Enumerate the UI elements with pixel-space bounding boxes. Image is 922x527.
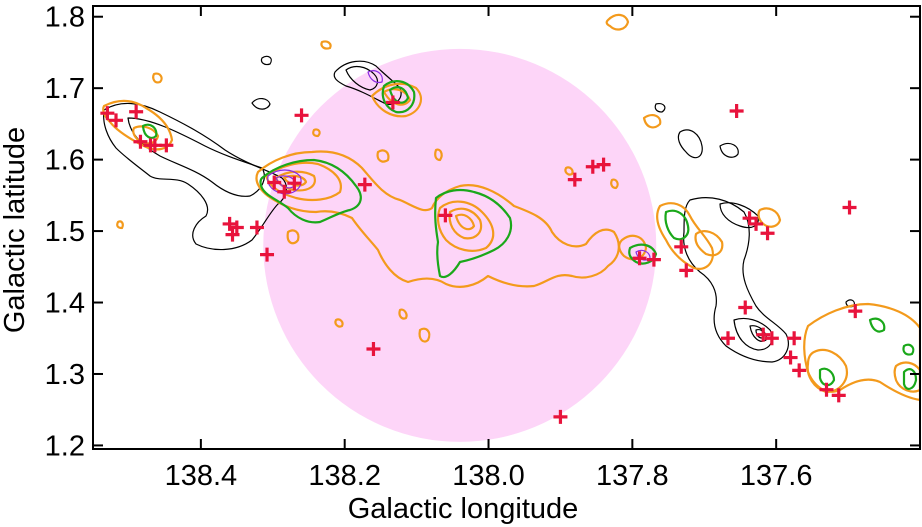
x-tick-label: 138.0 xyxy=(452,460,525,492)
plus-marker xyxy=(225,227,240,242)
y-tick-label: 1.7 xyxy=(45,73,85,105)
y-tick-label: 1.4 xyxy=(45,288,85,320)
plus-marker xyxy=(831,388,846,403)
plus-marker xyxy=(596,157,611,172)
x-tick-label: 137.8 xyxy=(596,460,669,492)
plus-marker xyxy=(222,216,237,231)
plus-marker xyxy=(674,239,689,254)
x-tick-label: 138.4 xyxy=(165,460,238,492)
marker-layer xyxy=(100,95,863,424)
y-tick-label: 1.2 xyxy=(45,430,85,462)
plus-marker xyxy=(294,108,309,123)
plus-marker xyxy=(249,220,264,235)
plus-marker xyxy=(553,409,568,424)
tick-layer: 138.4 138.2 138.0 137.8 137.6 1.2 1.3 1.4 1.5 1.6… xyxy=(45,2,920,492)
plus-marker xyxy=(679,263,694,278)
plus-marker xyxy=(260,247,275,262)
plus-marker xyxy=(756,327,771,342)
y-tick-label: 1.5 xyxy=(45,216,85,248)
plus-marker xyxy=(760,226,775,241)
plus-marker xyxy=(764,331,779,346)
plus-marker xyxy=(738,300,753,315)
plus-marker xyxy=(720,331,735,346)
plus-marker xyxy=(646,252,661,267)
plus-marker xyxy=(438,208,453,223)
plus-marker xyxy=(287,176,302,191)
plus-marker xyxy=(749,216,764,231)
plus-marker xyxy=(787,331,802,346)
plus-marker xyxy=(585,159,600,174)
plus-marker xyxy=(729,104,744,119)
plot-frame xyxy=(92,5,921,450)
plus-marker xyxy=(109,113,124,128)
plus-marker xyxy=(357,177,372,192)
plus-marker xyxy=(848,304,863,319)
contours-green xyxy=(141,80,918,390)
plus-marker xyxy=(129,104,144,119)
plus-marker xyxy=(385,95,400,110)
x-axis-label: Galactic longitude xyxy=(348,493,579,525)
plus-marker xyxy=(277,184,292,199)
plus-marker xyxy=(366,341,381,356)
x-tick-label: 138.2 xyxy=(308,460,381,492)
x-tick-label: 137.6 xyxy=(740,460,813,492)
y-axis-label: Galactic latitude xyxy=(0,127,31,333)
plus-marker xyxy=(783,350,798,365)
y-tick-label: 1.8 xyxy=(45,2,85,34)
plus-marker xyxy=(159,138,174,153)
plus-marker xyxy=(100,106,115,121)
plus-marker xyxy=(133,134,148,149)
plus-marker xyxy=(842,200,857,215)
y-tick-label: 1.6 xyxy=(45,145,85,177)
plus-marker xyxy=(792,363,807,378)
plus-marker xyxy=(632,251,647,266)
y-tick-label: 1.3 xyxy=(45,359,85,391)
region-circle xyxy=(263,48,657,442)
plus-marker xyxy=(819,382,834,397)
plus-marker xyxy=(267,175,282,190)
plus-marker xyxy=(229,220,244,235)
contours-orange xyxy=(102,13,920,402)
plus-marker xyxy=(567,172,582,187)
